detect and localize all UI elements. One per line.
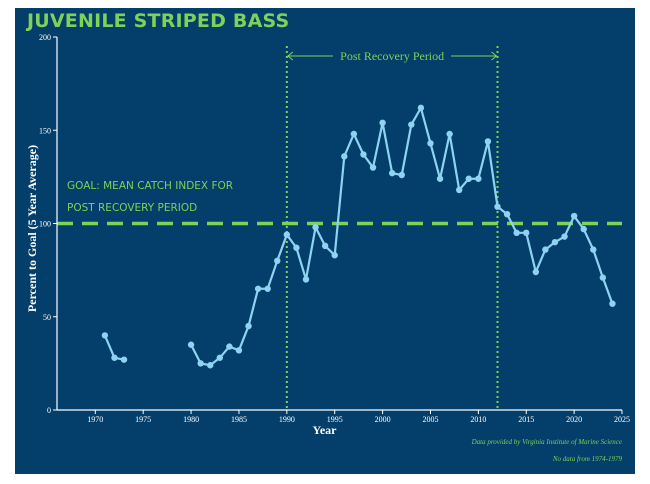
chart-panel <box>15 8 635 474</box>
data-point <box>503 210 511 218</box>
data-point <box>475 175 482 182</box>
data-point <box>379 119 386 126</box>
data-point <box>542 246 549 253</box>
goal-layer: GOAL: MEAN CATCH INDEX FOR POST RECOVERY… <box>57 180 622 226</box>
data-point <box>446 130 453 138</box>
data-point <box>427 140 434 147</box>
series-layer <box>101 104 616 369</box>
x-tick-label: 2010 <box>470 415 486 424</box>
period-arrowhead-right <box>491 51 498 61</box>
data-point <box>321 242 329 250</box>
data-point <box>293 244 300 251</box>
data-point <box>360 151 367 158</box>
data-point <box>331 252 338 259</box>
x-tick-label: 2000 <box>375 415 391 424</box>
goal-label-line-2: POST RECOVERY PERIOD <box>67 202 197 214</box>
x-tick-label: 2015 <box>518 415 534 424</box>
axes-layer: 1970 1975 1980 1985 1990 1995 2000 2005 2010 2015… <box>39 33 630 424</box>
credit-line-1: Data provided by Virginia Institute of M… <box>471 438 622 446</box>
data-point <box>580 225 587 233</box>
data-point <box>369 164 377 171</box>
data-point <box>456 186 463 194</box>
credit-line-2: No data from 1974-1979 <box>552 455 623 463</box>
data-point <box>436 175 444 182</box>
data-point <box>274 257 281 264</box>
series-line <box>190 106 614 367</box>
x-tick-label: 1975 <box>135 415 151 424</box>
period-layer: Post Recovery Period <box>285 46 499 410</box>
data-point <box>523 229 530 237</box>
data-point <box>465 175 472 182</box>
data-point <box>484 138 492 145</box>
data-point <box>187 341 195 348</box>
period-label: Post Recovery Period <box>340 49 444 63</box>
data-point <box>551 238 559 246</box>
data-point <box>398 171 405 179</box>
data-point <box>216 354 223 361</box>
data-point <box>264 285 271 292</box>
y-tick-label: 50 <box>43 313 51 322</box>
x-tick-label: 1995 <box>327 415 343 424</box>
data-point <box>590 246 597 253</box>
data-point <box>561 233 568 240</box>
data-point <box>408 121 415 128</box>
data-point <box>599 274 607 281</box>
data-point <box>494 203 501 210</box>
x-tick-label: 2020 <box>566 415 582 424</box>
data-point <box>235 347 243 354</box>
data-point <box>417 104 425 112</box>
data-point <box>226 343 233 350</box>
data-point <box>350 130 358 138</box>
data-point <box>513 229 520 237</box>
data-point <box>283 231 291 238</box>
data-point <box>532 268 540 276</box>
data-point <box>341 153 348 160</box>
data-point <box>245 322 252 330</box>
data-point <box>609 300 616 307</box>
x-axis-title: Year <box>313 423 338 437</box>
x-tick-label: 1980 <box>183 415 199 424</box>
x-tick-label: 1985 <box>231 415 247 424</box>
chart-title: JUVENILE STRIPED BASS <box>27 10 290 32</box>
data-point <box>111 354 118 361</box>
data-point <box>302 276 310 283</box>
data-point <box>120 356 128 363</box>
data-point <box>207 362 214 369</box>
y-tick-label: 0 <box>47 406 51 415</box>
x-tick-label: 1990 <box>279 415 295 424</box>
data-point <box>570 212 578 220</box>
period-arrowhead-left <box>287 51 294 61</box>
x-tick-label: 2005 <box>422 415 438 424</box>
y-tick-label: 200 <box>39 33 51 42</box>
y-axis-title: Percent to Goal (5 Year Average) <box>25 145 39 312</box>
goal-label-line-1: GOAL: MEAN CATCH INDEX FOR <box>67 180 233 192</box>
data-point <box>388 169 396 177</box>
y-tick-label: 150 <box>39 126 51 135</box>
y-tick-label: 100 <box>39 220 51 229</box>
x-tick-label: 1970 <box>87 415 103 424</box>
data-point <box>197 360 204 367</box>
x-tick-label: 2025 <box>614 415 630 424</box>
data-point <box>312 224 319 231</box>
data-point <box>101 332 109 339</box>
data-point <box>254 285 262 292</box>
